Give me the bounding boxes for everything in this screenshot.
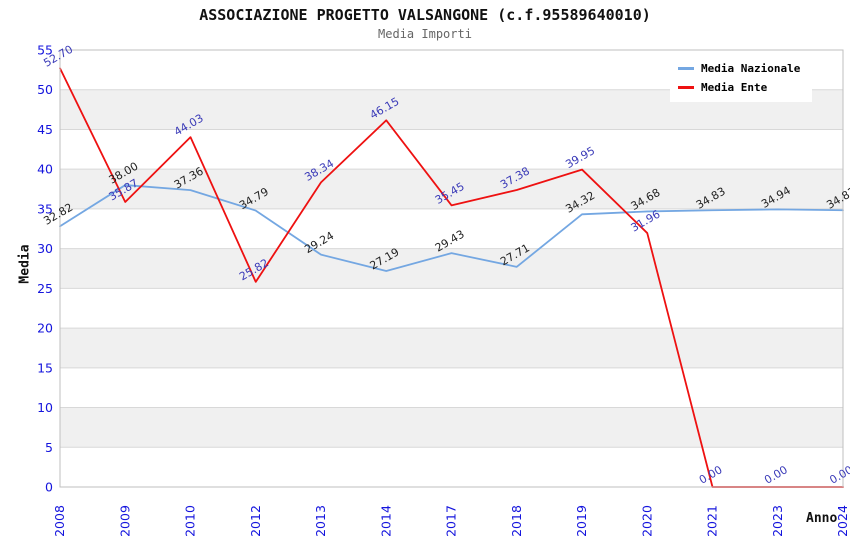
x-tick-label: 2009 <box>117 505 132 537</box>
x-tick-label: 2014 <box>378 505 393 537</box>
x-tick-label: 2013 <box>313 505 328 537</box>
legend-item-media-ente: Media Ente <box>678 78 812 97</box>
y-axis-title: Media <box>17 244 33 284</box>
y-tick-label: 20 <box>37 321 53 336</box>
legend-label: Media Ente <box>701 81 768 94</box>
x-tick-label: 2017 <box>444 505 459 537</box>
alternating-band <box>60 248 843 289</box>
legend-label: Media Nazionale <box>701 62 801 75</box>
x-tick-label: 2018 <box>509 505 524 537</box>
x-tick-label: 2012 <box>248 505 263 537</box>
x-tick-label: 2019 <box>574 505 589 537</box>
alternating-band <box>60 407 843 448</box>
legend: Media Nazionale Media Ente <box>670 56 812 102</box>
x-tick-label: 2020 <box>639 505 654 537</box>
data-point-label-media-ente: 0.00 <box>762 463 790 487</box>
chart-title: ASSOCIAZIONE PROGETTO VALSANGONE (c.f.95… <box>199 6 651 24</box>
x-tick-label: 2021 <box>705 505 720 537</box>
y-tick-label: 40 <box>37 162 53 177</box>
y-tick-label: 0 <box>45 480 53 495</box>
y-tick-label: 25 <box>37 281 53 296</box>
alternating-band <box>60 169 843 209</box>
x-tick-label: 2010 <box>183 505 198 537</box>
y-tick-label: 45 <box>37 122 53 137</box>
data-point-label-media-ente: 0.00 <box>827 463 850 487</box>
y-tick-label: 30 <box>37 241 53 256</box>
y-tick-label: 35 <box>37 201 53 216</box>
x-tick-label: 2024 <box>835 505 850 537</box>
legend-line-swatch <box>678 67 694 70</box>
x-tick-label: 2008 <box>52 505 67 537</box>
y-tick-label: 55 <box>37 43 53 58</box>
x-tick-label: 2023 <box>770 505 785 537</box>
data-point-label-media-ente: 39.95 <box>563 144 597 171</box>
chart-subtitle: Media Importi <box>378 27 472 41</box>
plot-border <box>59 49 844 488</box>
x-axis-title: Anno <box>806 511 838 526</box>
y-tick-label: 50 <box>37 82 53 97</box>
y-tick-label: 10 <box>37 400 53 415</box>
y-tick-label: 5 <box>45 440 53 455</box>
y-tick-label: 15 <box>37 360 53 375</box>
series-line-media-nazionale <box>59 184 844 272</box>
legend-line-swatch <box>678 86 694 89</box>
legend-item-media-nazionale: Media Nazionale <box>678 59 812 78</box>
alternating-band <box>60 328 843 368</box>
